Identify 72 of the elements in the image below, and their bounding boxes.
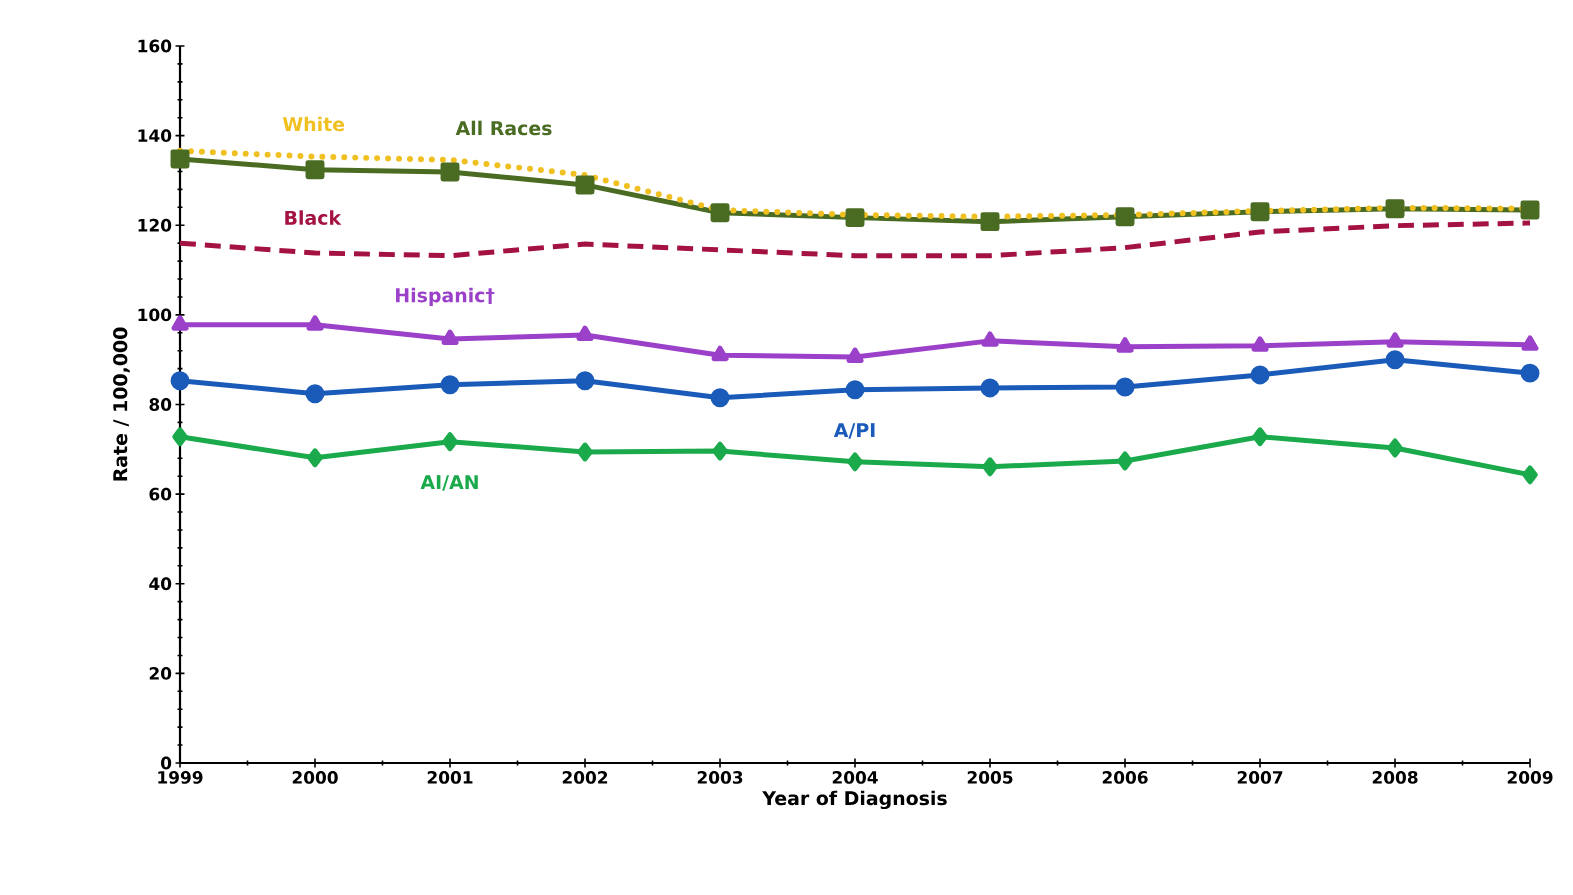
point — [1251, 336, 1269, 352]
point — [307, 448, 323, 468]
point — [1386, 332, 1404, 348]
point — [172, 427, 188, 447]
series-label: Hispanic† — [396, 287, 495, 307]
y-tick-label: 80 — [149, 398, 172, 411]
point — [440, 375, 460, 395]
point — [1250, 365, 1270, 385]
series-label: AI/AN — [420, 475, 478, 491]
x-tick-label: 2009 — [1507, 770, 1553, 784]
x-tick-label: 2006 — [1102, 770, 1148, 784]
point — [1115, 377, 1135, 397]
point — [847, 452, 863, 472]
x-tick-label: 2000 — [292, 770, 338, 784]
point — [576, 325, 594, 342]
point — [845, 208, 865, 228]
y-tick-label: 20 — [149, 666, 172, 680]
point — [980, 378, 1000, 398]
point — [710, 203, 730, 223]
series-label: White — [282, 116, 345, 132]
x-tick-label: 2004 — [832, 770, 878, 784]
point — [710, 388, 730, 408]
x-tick-label: 2003 — [697, 770, 743, 784]
point — [981, 331, 999, 347]
point — [846, 347, 864, 363]
series-label: A/PI — [833, 423, 875, 439]
point — [171, 315, 189, 331]
y-tick-label: 120 — [138, 218, 172, 232]
point — [982, 457, 998, 477]
point — [440, 162, 460, 182]
point — [1250, 202, 1270, 222]
x-tick-label: 2001 — [427, 770, 473, 784]
point — [1521, 335, 1539, 351]
series-label: Black — [285, 210, 342, 225]
point — [1385, 350, 1405, 370]
point — [1115, 207, 1135, 227]
y-tick-label: 140 — [138, 129, 172, 143]
point — [575, 371, 595, 391]
point — [170, 149, 190, 169]
point — [170, 371, 190, 391]
point — [1387, 438, 1403, 458]
point — [1385, 199, 1405, 219]
y-tick-label: 0 — [161, 756, 172, 770]
point — [712, 441, 728, 461]
x-tick-label: 2008 — [1372, 770, 1418, 784]
x-tick-label: 2005 — [967, 770, 1013, 784]
y-tick-label: 160 — [138, 39, 172, 53]
y-axis-title: Rate / 100,000 — [113, 327, 130, 481]
point — [305, 160, 325, 180]
point — [1116, 337, 1134, 353]
point — [845, 380, 865, 400]
point — [1252, 427, 1268, 447]
point — [1522, 465, 1538, 485]
x-tick-label: 2002 — [562, 770, 608, 784]
x-tick-label: 2007 — [1237, 770, 1283, 784]
y-tick-label: 100 — [138, 308, 172, 322]
point — [575, 175, 595, 195]
series-label: All Races — [455, 120, 552, 136]
point — [1520, 363, 1540, 383]
point — [305, 384, 325, 404]
y-tick-label: 40 — [149, 577, 172, 591]
point — [441, 329, 459, 346]
point — [577, 442, 593, 462]
x-axis-title: Year of Diagnosis — [762, 790, 947, 810]
point — [711, 345, 729, 362]
point — [306, 315, 324, 331]
point — [1117, 451, 1133, 471]
x-tick-label: 1999 — [158, 771, 203, 784]
point — [442, 432, 458, 452]
point — [980, 212, 1000, 232]
point — [1520, 200, 1540, 220]
y-tick-label: 60 — [149, 487, 172, 501]
